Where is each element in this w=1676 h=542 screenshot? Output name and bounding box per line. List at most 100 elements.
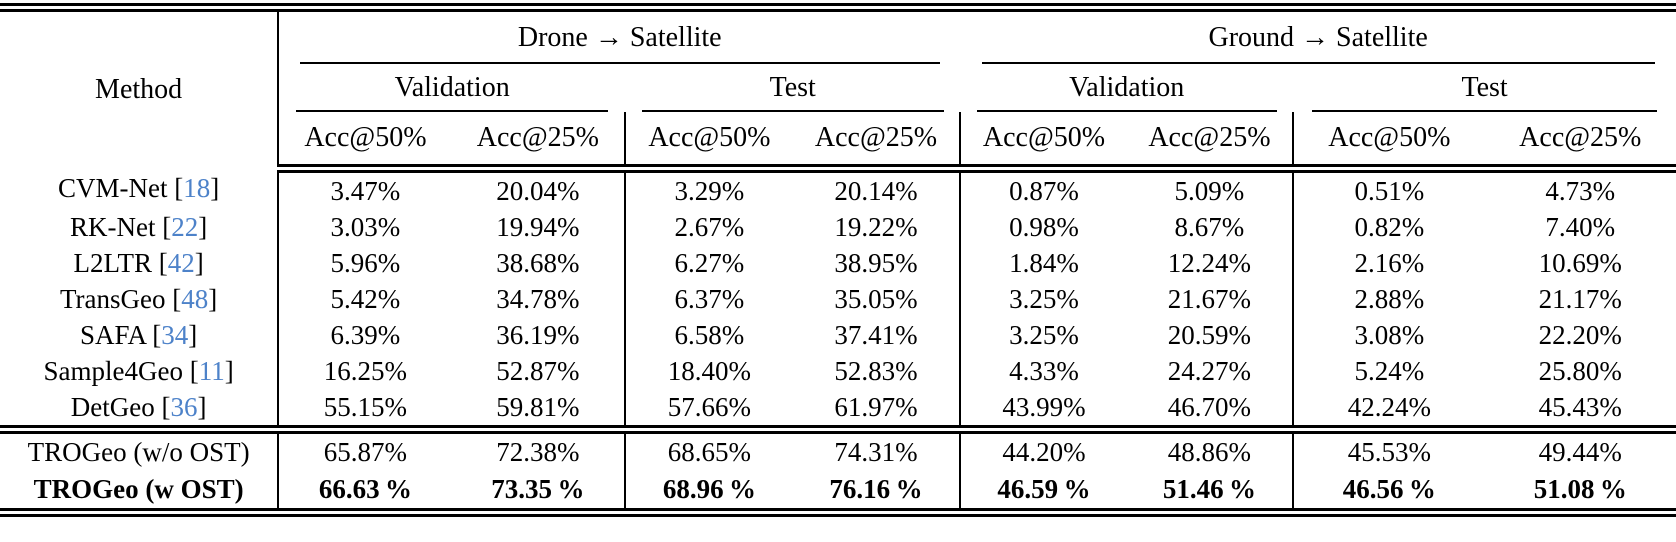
- value-cell-drone-test-acc50: 68.96 %: [624, 471, 793, 513]
- value-cell-ground-val-acc50: 4.33%: [959, 353, 1127, 389]
- table-row: TROGeo (w OST) 66.63 % 73.35 % 68.96 % 7…: [0, 471, 1676, 513]
- method-label: TransGeo: [59, 283, 166, 314]
- value-cell-ground-test-acc50: 0.82%: [1292, 209, 1485, 245]
- group-header-row: Method Drone → Satellite Ground → Satell…: [0, 7, 1676, 169]
- value-cell-ground-val-acc50: 44.20%: [959, 425, 1127, 471]
- split-header-ground-validation: Validation: [960, 64, 1293, 112]
- value-cell-ground-val-acc25: 5.09%: [1174, 175, 1245, 206]
- split-label: Test: [769, 72, 816, 103]
- value-cell-ground-test-acc50: 2.16%: [1292, 245, 1485, 281]
- ours-rows-section: TROGeo (w/o OST) 65.87% 72.38% 68.65% 74…: [0, 425, 1676, 513]
- metric-header-acc25: Acc@25%: [1126, 112, 1294, 173]
- value-cell-ground-test-acc25: 21.17%: [1538, 283, 1622, 314]
- value-cell-drone-test-acc25: 20.14%: [834, 175, 918, 206]
- citation-bracket: ]: [188, 319, 198, 350]
- value-cell-drone-val-acc25: 73.35 %: [491, 474, 585, 504]
- citation-link[interactable]: 34: [161, 319, 189, 350]
- citation-bracket: [: [182, 355, 199, 386]
- value-cell-drone-val-acc50: 5.42%: [330, 283, 401, 314]
- rule-under-drone-group: [299, 62, 940, 64]
- value-cell-ground-test-acc25: 4.73%: [1545, 175, 1616, 206]
- split-label: Validation: [1069, 72, 1185, 103]
- value-cell-ground-val-acc50: 46.59 %: [959, 471, 1127, 513]
- value-cell-ground-test-acc25: 22.20%: [1538, 319, 1622, 350]
- value-cell-drone-test-acc25: 35.05%: [834, 283, 918, 314]
- value-cell-drone-val-acc50: 65.87%: [278, 425, 452, 471]
- table-row: CVM-Net [18] 3.47% 20.04% 3.29% 20.14% 0…: [0, 168, 1676, 209]
- metric-header-acc50: Acc@50%: [1292, 112, 1485, 173]
- group-header-drone-satellite: Drone → Satellite: [278, 8, 960, 64]
- citation-link[interactable]: 22: [171, 211, 199, 242]
- value-cell-drone-test-acc25: 38.95%: [834, 247, 918, 278]
- method-cell: DetGeo [36]: [0, 389, 280, 430]
- value-cell-drone-test-acc25: 74.31%: [792, 425, 961, 471]
- table-row: RK-Net [22] 3.03% 19.94% 2.67% 19.22% 0.…: [0, 209, 1676, 245]
- group-header-ground-satellite: Ground → Satellite: [960, 8, 1676, 64]
- value-cell-drone-val-acc25: 72.38%: [451, 425, 626, 471]
- value-cell-drone-test-acc50: 57.66%: [624, 389, 793, 430]
- value-cell-ground-val-acc25: 12.24%: [1167, 247, 1252, 278]
- citation-bracket: [: [155, 211, 172, 242]
- value-cell-drone-val-acc50: 16.25%: [323, 355, 408, 386]
- table-row: Sample4Geo [11] 16.25% 52.87% 18.40% 52.…: [0, 353, 1676, 389]
- method-cell: CVM-Net [18]: [0, 168, 280, 209]
- value-cell-drone-test-acc25: 52.83%: [834, 355, 918, 386]
- citation-bracket: ]: [208, 283, 218, 314]
- citation-bracket: ]: [197, 391, 207, 422]
- table-row: TransGeo [48] 5.42% 34.78% 6.37% 35.05% …: [0, 281, 1676, 317]
- split-label: Validation: [394, 72, 510, 103]
- split-label: Test: [1461, 72, 1508, 103]
- rule-under-test: [1312, 110, 1657, 112]
- value-cell-ground-val-acc25: 48.86%: [1126, 425, 1294, 471]
- metric-header-acc50: Acc@50%: [959, 112, 1127, 173]
- citation-link[interactable]: 36: [170, 391, 198, 422]
- value-cell-drone-val-acc50: 55.15%: [323, 391, 408, 422]
- rule-under-validation: [296, 110, 608, 112]
- rule-under-ground-group: [981, 62, 1655, 64]
- citation-bracket: [: [165, 283, 182, 314]
- value-cell-drone-val-acc50: 5.96%: [330, 247, 401, 278]
- value-cell-drone-test-acc50: 6.58%: [624, 317, 793, 353]
- value-cell-drone-test-acc25: 61.97%: [834, 391, 918, 422]
- results-table: Method Drone → Satellite Ground → Satell…: [0, 3, 1676, 517]
- table-row: L2LTR [42] 5.96% 38.68% 6.27% 38.95% 1.8…: [0, 245, 1676, 281]
- method-label: TROGeo (w OST): [33, 474, 244, 504]
- method-label: L2LTR: [73, 247, 152, 278]
- value-cell-drone-test-acc50: 6.37%: [624, 281, 793, 317]
- method-cell: SAFA [34]: [0, 317, 280, 353]
- table-row: TROGeo (w/o OST) 65.87% 72.38% 68.65% 74…: [0, 425, 1676, 471]
- citation-link[interactable]: 11: [198, 355, 225, 386]
- method-label: TROGeo (w/o OST): [27, 437, 250, 467]
- value-cell-ground-val-acc50: 3.25%: [959, 281, 1127, 317]
- value-cell-drone-val-acc50: 66.63 %: [318, 474, 412, 504]
- citation-bracket: ]: [224, 355, 234, 386]
- split-header-drone-validation: Validation: [278, 64, 625, 112]
- value-cell-ground-test-acc25: 25.80%: [1538, 355, 1622, 386]
- citation-bracket: [: [145, 319, 162, 350]
- value-cell-drone-val-acc25: 38.68%: [496, 247, 580, 278]
- split-header-drone-test: Test: [625, 64, 960, 112]
- value-cell-drone-test-acc25: 19.22%: [834, 211, 918, 242]
- value-cell-drone-val-acc25: 34.78%: [496, 283, 580, 314]
- value-cell-drone-val-acc25: 36.19%: [496, 319, 580, 350]
- citation-link[interactable]: 48: [181, 283, 209, 314]
- method-label: CVM-Net: [57, 173, 168, 204]
- method-cell: L2LTR [42]: [0, 245, 280, 281]
- metric-header-acc25: Acc@25%: [1484, 112, 1676, 173]
- value-cell-ground-test-acc50: 2.88%: [1292, 281, 1485, 317]
- value-cell-ground-val-acc50: 43.99%: [959, 389, 1127, 430]
- value-cell-drone-val-acc50: 3.03%: [330, 211, 401, 242]
- value-cell-ground-val-acc25: 21.67%: [1167, 283, 1252, 314]
- citation-bracket: ]: [194, 247, 204, 278]
- citation-link[interactable]: 18: [183, 173, 211, 204]
- value-cell-ground-test-acc50: 0.51%: [1292, 168, 1485, 209]
- citation-link[interactable]: 42: [167, 247, 195, 278]
- rule-under-test: [641, 110, 944, 112]
- value-cell-ground-test-acc25: 45.43%: [1538, 391, 1622, 422]
- group-label: Ground → Satellite: [1208, 22, 1428, 53]
- method-column-header: Method: [0, 7, 280, 169]
- value-cell-drone-test-acc50: 2.67%: [624, 209, 793, 245]
- citation-bracket: [: [167, 173, 184, 204]
- value-cell-ground-val-acc25: 46.70%: [1167, 391, 1252, 422]
- value-cell-ground-val-acc25: 51.46 %: [1162, 474, 1256, 504]
